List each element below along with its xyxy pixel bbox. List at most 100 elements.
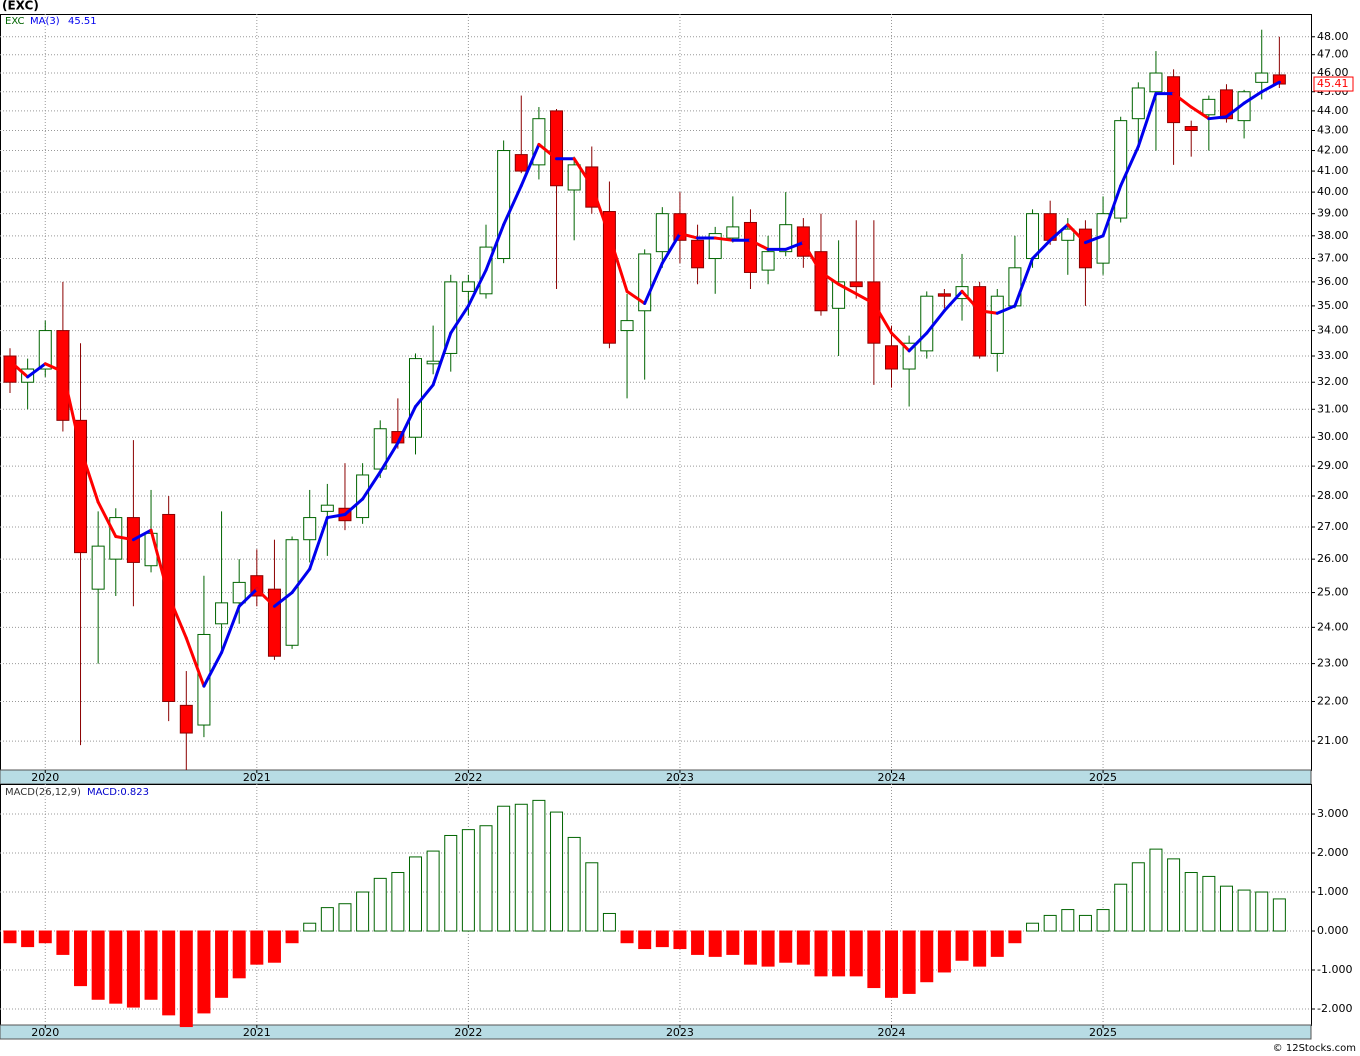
y-tick-label: 24.00 <box>1317 620 1349 633</box>
candle-body <box>461 281 475 292</box>
macd-bar <box>1114 883 1128 932</box>
candle-body <box>1149 72 1163 93</box>
candle-body <box>1167 76 1181 124</box>
ma-line <box>378 441 400 474</box>
ma-line <box>1013 257 1035 308</box>
ma-line <box>890 331 911 353</box>
ma-line <box>237 587 259 608</box>
macd-bar <box>1255 891 1269 932</box>
x-tick-label: 2023 <box>666 771 694 784</box>
x-tick-label: 2024 <box>878 771 906 784</box>
y-tick-label: 36.00 <box>1317 275 1349 288</box>
ma-line <box>1136 92 1158 148</box>
candle-body <box>1114 120 1128 219</box>
y-tick-label: 26.00 <box>1317 552 1349 565</box>
candle-body <box>726 226 740 239</box>
macd-bar <box>602 912 616 932</box>
candle-body <box>937 293 951 297</box>
y-tick-label: 23.00 <box>1317 657 1349 670</box>
y-tick-label: 29.00 <box>1317 459 1349 472</box>
candle-body <box>179 704 193 734</box>
ma-line <box>907 331 929 353</box>
ma-line <box>308 516 329 571</box>
macd-bar <box>796 930 810 965</box>
y-tick-label: 21.00 <box>1317 734 1349 747</box>
candle-body <box>567 164 581 191</box>
y-tick-label: 1.000 <box>1317 885 1349 898</box>
macd-bar <box>532 799 546 932</box>
ma-line <box>79 447 100 504</box>
candle-body <box>1061 228 1075 241</box>
candle-body <box>1219 89 1233 120</box>
macd-bar <box>91 930 105 1000</box>
macd-bar <box>920 930 934 983</box>
ma-line <box>413 383 435 409</box>
ma-line <box>220 604 241 655</box>
ma-line <box>96 500 118 539</box>
x-tick-label: 2020 <box>31 771 59 784</box>
macd-bar <box>955 930 969 961</box>
macd-bar <box>1096 909 1110 932</box>
ma-line <box>1066 223 1087 245</box>
ma-line <box>678 232 700 240</box>
macd-bar <box>497 805 511 932</box>
macd-bar <box>232 930 246 979</box>
candle-body <box>267 588 281 657</box>
candle-body <box>1131 87 1145 120</box>
macd-bar <box>320 907 334 932</box>
candle-body <box>885 345 898 370</box>
macd-bar <box>1202 875 1216 932</box>
macd-bar <box>973 930 987 967</box>
x-tick-label: 2023 <box>666 1026 694 1039</box>
macd-bar <box>655 930 669 948</box>
candle-body <box>320 504 334 512</box>
macd-bar <box>708 930 722 957</box>
candle-body <box>1202 98 1216 116</box>
macd-bar <box>250 930 264 965</box>
ma-line <box>449 304 470 335</box>
candle-body <box>1008 267 1022 307</box>
ma-line <box>8 359 30 379</box>
macd-bar <box>638 930 652 950</box>
candle-body <box>497 150 511 260</box>
legend-ma-value: 45.51 <box>68 16 97 27</box>
ma-line <box>255 587 276 608</box>
candle-body <box>74 419 88 554</box>
ma-line <box>43 362 65 374</box>
ma-line <box>361 470 382 501</box>
ma-line <box>131 528 153 542</box>
macd-bar <box>567 836 581 932</box>
y-tick-label: 31.00 <box>1317 402 1349 415</box>
candle-body <box>1255 72 1269 83</box>
candle-body <box>426 360 440 365</box>
macd-bar <box>285 930 299 944</box>
ma-line <box>819 270 841 286</box>
ticker-label: (EXC) <box>2 0 39 13</box>
macd-bar <box>726 930 740 955</box>
y-tick-label: 40.00 <box>1317 185 1349 198</box>
macd-bar <box>1026 922 1040 932</box>
candle-body <box>550 110 564 187</box>
ma-line <box>660 232 682 265</box>
ma-line <box>537 142 559 161</box>
macd-bar <box>126 930 140 1008</box>
ma-line <box>960 289 982 313</box>
macd-bar <box>937 930 951 973</box>
macd-bar <box>408 856 422 932</box>
macd-bar <box>444 834 458 932</box>
macd-bar <box>620 930 634 944</box>
ma-line <box>343 497 365 516</box>
macd-bar <box>691 930 705 955</box>
macd-bar <box>426 850 440 932</box>
macd-bar <box>885 930 898 998</box>
ma-line <box>1242 90 1264 105</box>
price-tag-label: 45.41 <box>1317 77 1349 90</box>
y-tick-label: 37.00 <box>1317 252 1349 265</box>
macd-bar <box>144 930 158 1000</box>
y-tick-label: 27.00 <box>1317 520 1349 533</box>
macd-bar <box>74 930 88 987</box>
macd-bar <box>38 930 52 944</box>
ma-line <box>1207 115 1228 121</box>
candle-body <box>91 545 105 590</box>
